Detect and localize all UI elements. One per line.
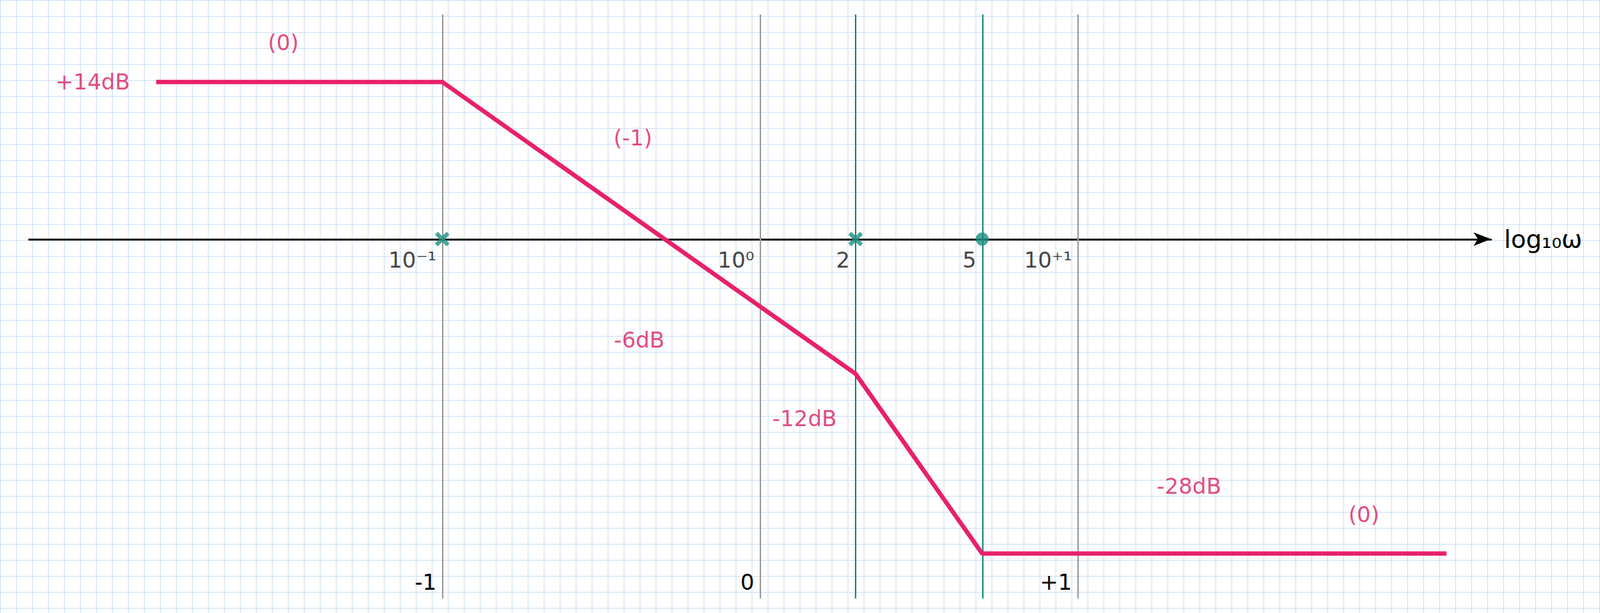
svg-text:(-1): (-1) — [613, 125, 653, 151]
svg-text:log₁₀ω: log₁₀ω — [1504, 224, 1583, 254]
svg-text:+1: +1 — [1039, 569, 1072, 595]
svg-text:+14dB: +14dB — [55, 69, 131, 95]
svg-text:-12dB: -12dB — [772, 405, 837, 432]
svg-text:10⁻¹: 10⁻¹ — [388, 247, 437, 273]
svg-text:-28dB: -28dB — [1156, 473, 1222, 499]
svg-text:-6dB: -6dB — [614, 327, 666, 353]
svg-text:10⁺¹: 10⁺¹ — [1024, 247, 1073, 273]
svg-text:(0): (0) — [267, 29, 299, 56]
svg-text:0: 0 — [740, 569, 754, 595]
svg-text:2: 2 — [835, 247, 850, 273]
svg-text:-1: -1 — [414, 569, 437, 595]
svg-text:5: 5 — [962, 247, 977, 273]
svg-text:10⁰: 10⁰ — [717, 247, 754, 273]
svg-text:(0): (0) — [1348, 501, 1380, 528]
